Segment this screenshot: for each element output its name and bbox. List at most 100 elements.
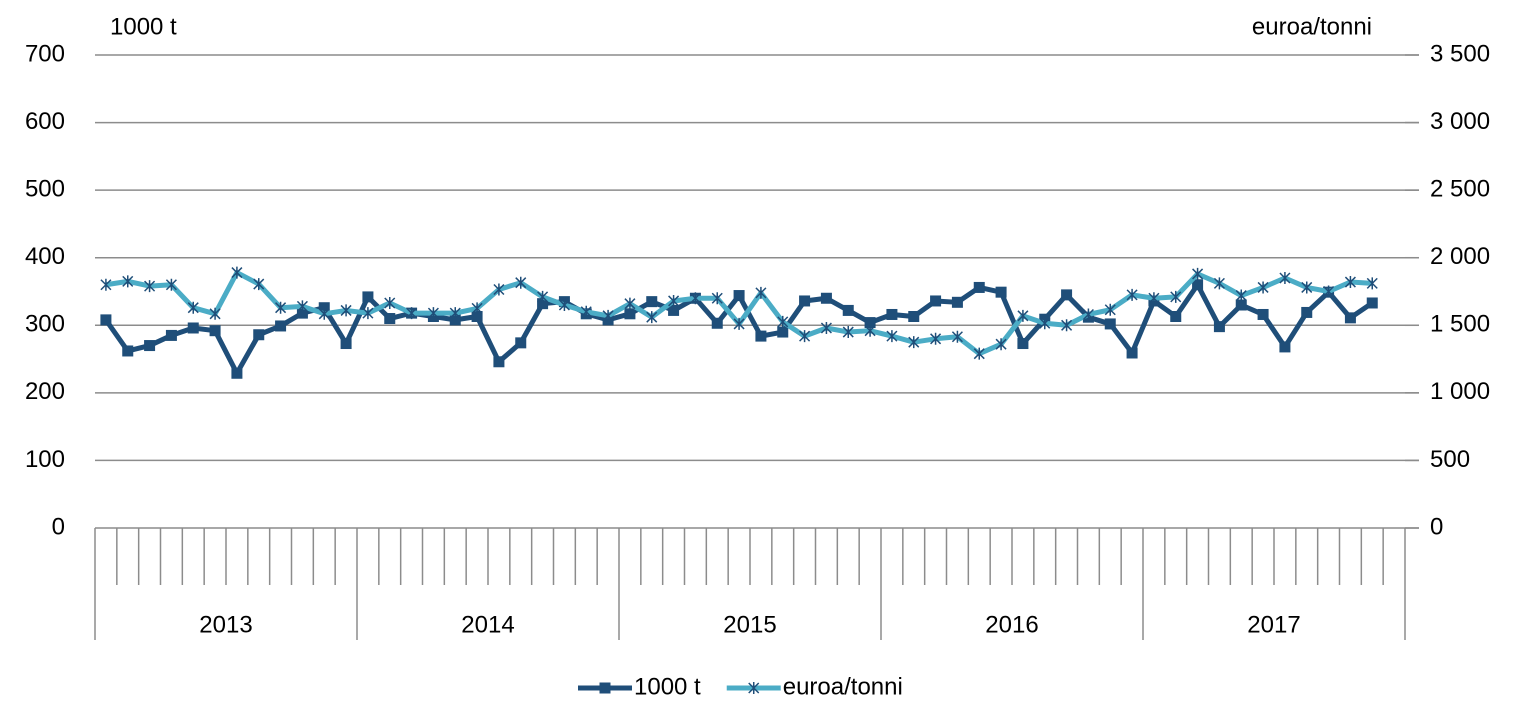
marker	[1192, 279, 1204, 291]
marker	[886, 308, 898, 320]
marker	[842, 326, 854, 339]
marker	[318, 302, 330, 314]
marker	[100, 278, 112, 291]
y2-axis-title: euroa/tonni	[1252, 13, 1372, 40]
marker	[449, 314, 461, 326]
marker	[777, 326, 789, 338]
marker	[1192, 267, 1204, 280]
y2-tick-label: 1 500	[1430, 311, 1490, 338]
marker	[165, 329, 177, 341]
series-line	[105, 270, 1373, 357]
marker	[820, 321, 832, 334]
marker	[820, 292, 832, 304]
y-tick-label: 700	[25, 40, 65, 67]
x-tick-label: 2015	[723, 611, 776, 638]
marker	[231, 266, 243, 279]
y-tick-label: 0	[52, 513, 65, 540]
marker	[1257, 308, 1269, 320]
marker	[384, 296, 396, 309]
marker	[384, 313, 396, 325]
marker	[362, 291, 374, 303]
marker	[1366, 297, 1378, 309]
y-axis-title: 1000 t	[110, 13, 177, 40]
marker	[1082, 308, 1094, 321]
legend-label: euroa/tonni	[783, 673, 903, 700]
marker	[733, 290, 745, 302]
marker	[515, 337, 527, 349]
marker	[1061, 319, 1073, 332]
marker	[689, 292, 701, 305]
marker	[144, 280, 156, 293]
marker	[711, 292, 723, 305]
marker	[471, 311, 483, 323]
marker	[427, 307, 439, 320]
marker	[1279, 341, 1291, 353]
marker	[406, 307, 418, 320]
marker	[973, 347, 985, 360]
y2-tick-label: 3 000	[1430, 108, 1490, 135]
marker	[362, 307, 374, 320]
marker	[995, 286, 1007, 298]
y2-tick-label: 1 000	[1430, 378, 1490, 405]
marker	[748, 682, 760, 694]
marker	[1344, 312, 1356, 324]
marker	[144, 340, 156, 352]
marker	[1170, 311, 1182, 323]
y2-tick-label: 0	[1430, 513, 1443, 540]
marker	[886, 330, 898, 343]
marker	[1126, 347, 1138, 359]
x-tick-label: 2017	[1247, 611, 1300, 638]
legend-label: 1000 t	[634, 673, 701, 700]
marker	[537, 290, 549, 303]
marker	[275, 301, 287, 314]
marker	[1213, 321, 1225, 333]
marker	[1061, 289, 1073, 301]
marker	[777, 315, 789, 328]
marker	[493, 283, 505, 296]
marker	[668, 304, 680, 316]
y-tick-label: 300	[25, 311, 65, 338]
marker	[209, 325, 221, 337]
marker	[187, 322, 199, 334]
marker	[711, 317, 723, 329]
marker	[122, 345, 134, 357]
marker	[1104, 303, 1116, 316]
marker	[318, 307, 330, 320]
marker	[599, 682, 611, 694]
marker	[1301, 281, 1313, 294]
marker	[1366, 277, 1378, 290]
marker	[340, 338, 352, 350]
marker	[1104, 318, 1116, 330]
marker	[187, 301, 199, 314]
marker	[296, 300, 308, 313]
marker	[1301, 306, 1313, 318]
marker	[253, 278, 265, 291]
marker	[100, 314, 112, 326]
marker	[908, 336, 920, 349]
marker	[1257, 281, 1269, 294]
marker	[296, 307, 308, 319]
y-tick-label: 200	[25, 378, 65, 405]
marker	[733, 317, 745, 330]
marker	[755, 330, 767, 342]
y-tick-label: 100	[25, 446, 65, 473]
y-tick-label: 600	[25, 108, 65, 135]
marker	[930, 295, 942, 307]
marker	[580, 305, 592, 318]
x-tick-label: 2014	[461, 611, 514, 638]
marker	[231, 367, 243, 379]
marker	[1148, 292, 1160, 305]
marker	[755, 286, 767, 299]
marker	[799, 330, 811, 343]
marker	[471, 302, 483, 315]
marker	[930, 332, 942, 345]
marker	[1213, 277, 1225, 290]
marker	[951, 296, 963, 308]
marker	[1126, 288, 1138, 301]
marker	[1279, 271, 1291, 284]
marker	[646, 311, 658, 324]
marker	[1039, 317, 1051, 330]
marker	[558, 299, 570, 312]
marker	[842, 304, 854, 316]
